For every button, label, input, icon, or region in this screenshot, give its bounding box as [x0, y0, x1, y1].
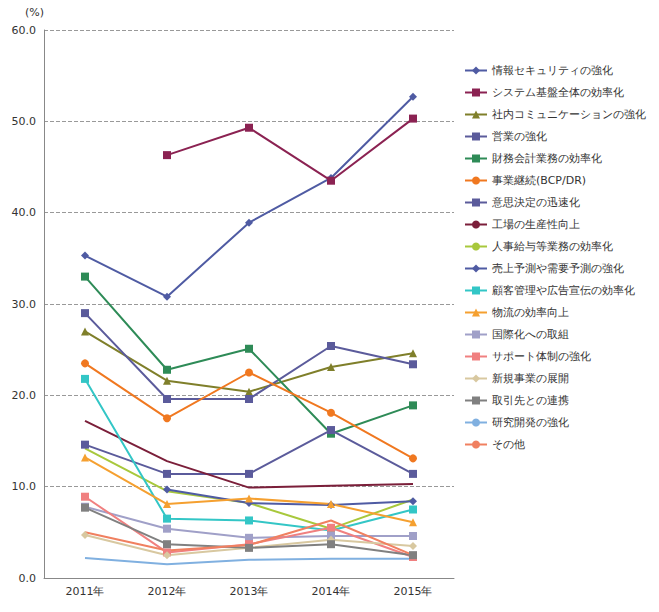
- svg-text:顧客管理や広告宣伝の効率化: 顧客管理や広告宣伝の効率化: [492, 284, 635, 297]
- svg-text:10.0: 10.0: [12, 480, 37, 493]
- svg-text:取引先との連携: 取引先との連携: [492, 394, 569, 407]
- svg-text:(%): (%): [25, 6, 44, 19]
- svg-text:20.0: 20.0: [12, 389, 37, 402]
- svg-text:物流の効率向上: 物流の効率向上: [492, 306, 569, 319]
- svg-text:50.0: 50.0: [12, 115, 37, 128]
- svg-text:0.0: 0.0: [19, 572, 37, 585]
- svg-text:2014年: 2014年: [312, 585, 351, 598]
- svg-text:新規事業の展開: 新規事業の展開: [492, 372, 569, 385]
- svg-text:営業の強化: 営業の強化: [492, 130, 547, 143]
- svg-text:意思決定の迅速化: 意思決定の迅速化: [491, 196, 580, 209]
- svg-text:2013年: 2013年: [230, 585, 269, 598]
- svg-text:財務会計業務の効率化: 財務会計業務の効率化: [492, 152, 602, 165]
- svg-text:40.0: 40.0: [12, 206, 37, 219]
- svg-text:その他: その他: [492, 438, 525, 451]
- svg-text:2011年: 2011年: [66, 585, 105, 598]
- svg-text:工場の生産性向上: 工場の生産性向上: [492, 218, 580, 231]
- svg-text:システム基盤全体の効率化: システム基盤全体の効率化: [492, 86, 624, 99]
- svg-text:2015年: 2015年: [394, 585, 433, 598]
- svg-text:30.0: 30.0: [12, 298, 37, 311]
- svg-text:60.0: 60.0: [12, 24, 37, 37]
- svg-text:2012年: 2012年: [148, 585, 187, 598]
- svg-text:人事給与等業務の効率化: 人事給与等業務の効率化: [492, 240, 613, 253]
- svg-text:売上予測や需要予測の強化: 売上予測や需要予測の強化: [492, 262, 624, 275]
- svg-text:研究開発の強化: 研究開発の強化: [492, 416, 569, 429]
- svg-text:サポート体制の強化: サポート体制の強化: [492, 350, 591, 363]
- svg-text:情報セキュリティの強化: 情報セキュリティの強化: [491, 64, 613, 77]
- svg-text:国際化への取組: 国際化への取組: [492, 328, 569, 341]
- svg-text:社内コミュニケーションの強化: 社内コミュニケーションの強化: [492, 108, 646, 121]
- svg-text:事業継続(BCP/DR): 事業継続(BCP/DR): [492, 174, 586, 187]
